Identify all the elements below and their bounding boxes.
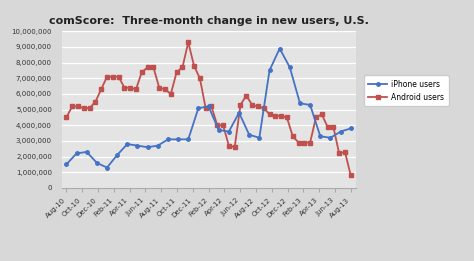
iPhone users — [318, 135, 323, 138]
Android users — [145, 66, 150, 69]
iPhone users — [165, 138, 171, 141]
iPhone users — [175, 138, 181, 141]
Line: iPhone users: iPhone users — [64, 47, 353, 169]
iPhone users — [236, 111, 242, 114]
iPhone users — [114, 153, 120, 157]
Android users — [139, 70, 145, 74]
iPhone users — [185, 138, 191, 141]
iPhone users — [287, 66, 292, 69]
Android users — [255, 105, 261, 108]
iPhone users — [267, 69, 273, 72]
Android users — [75, 105, 81, 108]
Android users — [214, 124, 220, 127]
Android users — [185, 41, 191, 44]
Android users — [301, 141, 307, 144]
Android users — [92, 100, 98, 103]
iPhone users — [196, 106, 201, 110]
Android users — [330, 125, 336, 128]
Android users — [128, 86, 133, 89]
Android users — [249, 103, 255, 106]
Android users — [156, 86, 162, 89]
Android users — [290, 135, 296, 138]
iPhone users — [307, 103, 313, 106]
iPhone users — [135, 144, 140, 147]
iPhone users — [73, 152, 79, 155]
Android users — [307, 141, 313, 144]
Android users — [313, 116, 319, 119]
Android users — [203, 106, 209, 110]
Android users — [69, 105, 75, 108]
Title: comScore:  Three-month change in new users, U.S.: comScore: Three-month change in new user… — [49, 16, 368, 26]
Android users — [174, 70, 180, 74]
iPhone users — [277, 47, 283, 50]
iPhone users — [297, 102, 303, 105]
iPhone users — [328, 136, 333, 139]
iPhone users — [256, 136, 262, 139]
Android users — [244, 94, 249, 97]
Android users — [337, 152, 342, 155]
Android users — [104, 75, 110, 78]
iPhone users — [145, 146, 150, 149]
Android users — [110, 75, 116, 78]
iPhone users — [84, 150, 90, 153]
Android users — [319, 113, 325, 116]
Android users — [180, 66, 185, 69]
Android users — [98, 88, 104, 91]
iPhone users — [246, 133, 252, 136]
Android users — [133, 88, 139, 91]
Android users — [348, 174, 354, 177]
iPhone users — [226, 130, 232, 133]
Android users — [87, 106, 92, 110]
Android users — [81, 106, 87, 110]
iPhone users — [104, 166, 110, 169]
Android users — [121, 86, 127, 89]
Android users — [64, 116, 69, 119]
iPhone users — [125, 143, 130, 146]
Android users — [273, 114, 278, 117]
Android users — [267, 113, 273, 116]
Android users — [197, 77, 203, 80]
iPhone users — [206, 105, 211, 108]
Android users — [325, 125, 330, 128]
Android users — [162, 88, 168, 91]
Android users — [168, 92, 173, 96]
Android users — [209, 105, 214, 108]
Android users — [342, 150, 348, 153]
Android users — [261, 106, 266, 110]
Android users — [296, 141, 301, 144]
Android users — [284, 116, 290, 119]
Line: Android users: Android users — [64, 40, 353, 177]
Android users — [226, 144, 232, 147]
Android users — [116, 75, 121, 78]
Android users — [278, 114, 284, 117]
Legend: iPhone users, Android users: iPhone users, Android users — [364, 75, 449, 106]
Android users — [237, 103, 243, 106]
Android users — [191, 64, 197, 67]
iPhone users — [64, 163, 69, 166]
Android users — [220, 124, 226, 127]
iPhone users — [338, 130, 344, 133]
Android users — [232, 146, 237, 149]
iPhone users — [94, 161, 100, 164]
iPhone users — [348, 127, 354, 130]
iPhone users — [216, 128, 221, 132]
Android users — [151, 66, 156, 69]
iPhone users — [155, 144, 161, 147]
